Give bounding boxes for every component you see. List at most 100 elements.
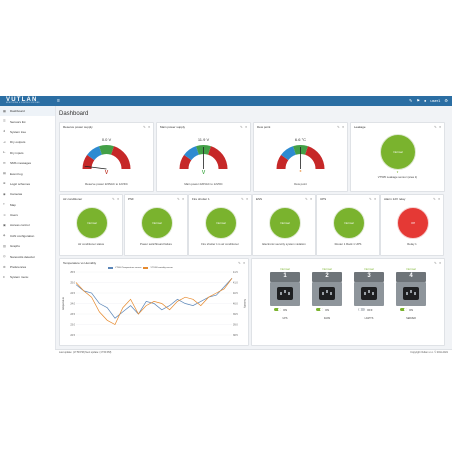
sidebar-item-label: Users: [10, 213, 18, 218]
gauge-caption: Dew point: [294, 182, 307, 186]
gauge-segment: [99, 145, 114, 155]
gauge-unit: °: [299, 170, 302, 176]
socket-pin: [406, 292, 408, 295]
status-caption: Power switchboard failure: [139, 242, 173, 246]
notification-icon[interactable]: ⚑: [416, 98, 420, 103]
sidebar-item[interactable]: ☺ Users: [0, 210, 55, 220]
sidebar-item[interactable]: ◉ Cameras: [0, 189, 55, 199]
toggle-knob: [278, 308, 281, 311]
socket-number-box: [270, 272, 300, 282]
socket-toggle[interactable]: [274, 307, 281, 311]
panel-tools-icon[interactable]: ✎ ✕: [434, 261, 442, 265]
top-icons: ✎ ⚑ ● user1 ⚙: [409, 97, 448, 105]
status-caption: Electronic security system violation: [262, 242, 306, 246]
socket-pin: [322, 292, 324, 295]
sidebar-item-label: Cameras: [10, 192, 23, 197]
leakage-panel: Leakage ✎ ✕ Normal VT535 Leakage sensor (ar…: [350, 122, 445, 192]
sidebar-item[interactable]: ⇥ Dry outputs: [0, 137, 55, 147]
panel-tools-icon[interactable]: ✎ ✕: [143, 125, 151, 129]
sidebar-item[interactable]: ◈ CAN configuration: [0, 231, 55, 241]
gauge-segment: [276, 154, 289, 169]
y-tick-right: 40.0: [233, 302, 238, 305]
panel-tools-icon[interactable]: ✎ ✕: [305, 197, 313, 201]
sidebar-item[interactable]: ⊕ Logic schemes: [0, 179, 55, 189]
sidebar-item[interactable]: ▤ Event log: [0, 168, 55, 178]
panel-tools-icon[interactable]: ✎ ✕: [112, 197, 120, 201]
socket-tile[interactable]: Normal 1 ON UPS: [268, 267, 302, 320]
sidebar-item[interactable]: ▣ Access control: [0, 220, 55, 230]
status-panel: UPS ✎ ✕ Normal Router 1 Rack 1 UPS: [316, 194, 380, 256]
sidebar-item[interactable]: ▦ Dashboard: [0, 106, 55, 117]
sidebar-item[interactable]: ⋔ System tree: [0, 127, 55, 137]
gauge-segment: [87, 146, 102, 161]
socket-pin: [280, 292, 282, 295]
y-tick-right: 39.0: [233, 323, 238, 326]
status-panel: Air conditioner ✎ ✕ Normal Air conditioner …: [59, 194, 123, 256]
footer-update: Last update: (17:58 PM) Next update: (17…: [59, 351, 112, 354]
sidebar-item-label: Graphs: [10, 244, 20, 249]
panel-title: PSF: [128, 197, 134, 201]
socket-label: FANS: [323, 317, 331, 320]
socket-toggle[interactable]: [358, 307, 365, 311]
page-title: Dashboard: [59, 111, 89, 117]
user-name[interactable]: user1: [430, 98, 441, 103]
status-indicator: Normal: [141, 207, 173, 239]
socket-number: 3: [367, 273, 371, 279]
socket-pin: [330, 292, 332, 295]
socket-pin: [368, 290, 370, 293]
toggle-knob: [358, 308, 361, 311]
panel-title: Reserve power supply: [63, 125, 93, 129]
status-indicator: Normal: [333, 207, 365, 239]
panel-tools-icon[interactable]: ✎ ✕: [240, 125, 248, 129]
panel-tools-icon[interactable]: ✎ ✕: [434, 125, 442, 129]
leakage-status: Normal: [380, 134, 416, 170]
socket-toggle[interactable]: [316, 307, 323, 311]
sidebar-item[interactable]: ✉ SMS messages: [0, 158, 55, 168]
user-icon[interactable]: ●: [423, 98, 427, 103]
socket-number: 1: [283, 273, 287, 279]
leakage-drop-icon: ▾: [396, 170, 399, 174]
socket-tile[interactable]: Normal 2 ON FANS: [310, 267, 344, 320]
brand-tagline: MONITORING & CONTROL SYSTEMS: [6, 103, 40, 104]
panel-tools-icon[interactable]: ✎ ✕: [238, 261, 246, 265]
socket-state: ON: [409, 307, 414, 312]
y-tick-left: 22.5: [70, 334, 75, 337]
gauge-dial: [82, 145, 131, 170]
socket-toggle[interactable]: [400, 307, 407, 311]
sidebar-item[interactable]: ⇤ Dry inputs: [0, 148, 55, 158]
panel-tools-icon[interactable]: ✎ ✕: [177, 197, 185, 201]
list-icon: ☰: [3, 119, 6, 124]
panel-tools-icon[interactable]: ✎ ✕: [369, 197, 377, 201]
gauge-needle: [84, 165, 107, 170]
graph-icon: ▥: [3, 243, 7, 248]
panel-title: Air conditioner: [63, 197, 83, 201]
socket-status: Normal: [322, 267, 332, 271]
sidebar-item[interactable]: ≡ System menu: [0, 272, 55, 282]
pin-icon[interactable]: ✎: [409, 98, 413, 103]
settings-icon[interactable]: ⚙: [444, 98, 448, 103]
panel-tools-icon[interactable]: ✎ ✕: [337, 125, 345, 129]
panel-tools-icon[interactable]: ✎ ✕: [241, 197, 249, 201]
series-line: [75, 278, 233, 319]
status-caption: Fire shutter 1 is air conditioner: [201, 242, 239, 246]
socket-tile[interactable]: Normal 4 ON SERVER: [394, 267, 428, 320]
menu-toggle-icon[interactable]: ≡: [57, 98, 60, 104]
sidebar-item-label: Dry outputs: [10, 140, 26, 145]
socket-tile[interactable]: Normal 3 OFF LIGHTS: [352, 267, 386, 320]
socket-label: LIGHTS: [364, 317, 374, 320]
sidebar-item-label: System menu: [10, 275, 29, 280]
gauge-segment: [111, 146, 131, 169]
sidebar-item-label: Dry inputs: [10, 150, 24, 155]
socket-number: 4: [409, 273, 413, 279]
sidebar-item-label: Event log: [10, 171, 23, 176]
y-tick-right: 39.5: [233, 313, 238, 316]
sidebar-item[interactable]: ⌖ Map: [0, 200, 55, 210]
sidebar-item-label: Preferences: [10, 265, 27, 270]
gauge-unit: V: [104, 170, 109, 176]
sidebar-item[interactable]: ⚙ Preferences: [0, 262, 55, 272]
sidebar-item[interactable]: ◎ Nanovolts detector: [0, 251, 55, 261]
panel-tools-icon[interactable]: ✎ ✕: [433, 197, 441, 201]
sidebar-item[interactable]: ☰ Sensors list: [0, 116, 55, 126]
sidebar-item-label: Nanovolts detector: [10, 254, 36, 259]
sidebar-item[interactable]: ▥ Graphs: [0, 241, 55, 251]
